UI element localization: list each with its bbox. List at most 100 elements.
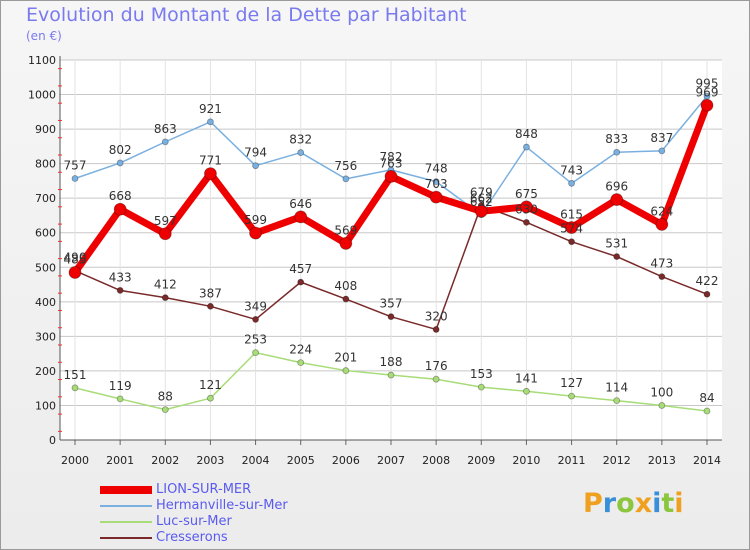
data-label: 153	[470, 367, 493, 381]
data-label: 615	[560, 208, 583, 222]
y-tick-label: 600	[35, 227, 56, 240]
data-label: 679	[470, 185, 493, 199]
data-point	[252, 162, 259, 170]
data-point	[610, 193, 624, 206]
data-label: 531	[605, 237, 628, 251]
data-label: 188	[380, 355, 403, 369]
data-label: 422	[696, 274, 719, 288]
data-point	[565, 221, 578, 234]
x-tick-label: 2004	[242, 454, 270, 467]
data-point	[342, 367, 350, 374]
data-label: 569	[334, 223, 357, 237]
data-label: 490	[64, 251, 87, 265]
data-label: 387	[199, 286, 222, 300]
data-label: 597	[154, 214, 177, 228]
legend: LION-SUR-MER Hermanville-sur-Mer Luc-sur…	[100, 482, 340, 546]
data-label: 782	[380, 150, 403, 164]
data-point	[655, 218, 669, 231]
data-label: 253	[244, 333, 267, 347]
data-label: 84	[699, 391, 714, 405]
data-point	[384, 170, 398, 183]
y-tick-label: 0	[49, 434, 56, 447]
data-point	[703, 407, 711, 415]
y-tick-label: 400	[35, 296, 56, 309]
logo-letter: o	[616, 488, 635, 519]
logo-letter: P	[583, 488, 603, 519]
logo-letter: x	[634, 488, 653, 519]
data-point	[703, 290, 711, 298]
data-label: 863	[154, 122, 177, 136]
legend-item-lion-sur-mer[interactable]: LION-SUR-MER	[100, 482, 340, 498]
proxiti-logo: Proxiti	[583, 488, 684, 519]
x-tick-label: 2009	[467, 454, 495, 467]
x-tick-label: 2010	[512, 454, 540, 467]
y-tick-label: 300	[35, 330, 56, 343]
data-point	[249, 226, 262, 240]
y-tick-label: 200	[35, 365, 56, 378]
data-label: 357	[380, 297, 403, 311]
data-point	[568, 392, 575, 400]
data-point	[477, 383, 485, 391]
y-tick-label: 900	[35, 123, 56, 136]
legend-item-cresserons[interactable]: Cresserons	[100, 530, 340, 546]
y-tick-label: 800	[35, 158, 56, 171]
data-label: 743	[560, 163, 583, 177]
data-label: 802	[109, 143, 132, 157]
data-label: 473	[650, 257, 673, 271]
data-label: 837	[650, 131, 673, 145]
data-label: 224	[289, 343, 312, 357]
data-point	[207, 118, 214, 126]
data-point	[342, 295, 350, 303]
data-point	[204, 167, 217, 181]
data-label: 832	[289, 133, 312, 147]
data-point	[342, 175, 350, 183]
data-point	[297, 149, 305, 156]
data-label: 757	[64, 158, 87, 172]
data-label: 176	[425, 359, 448, 373]
data-label: 668	[109, 189, 132, 203]
legend-item-hermanville-sur-mer[interactable]: Hermanville-sur-Mer	[100, 498, 340, 514]
data-label: 114	[605, 381, 628, 395]
data-point	[523, 387, 530, 395]
data-point	[116, 287, 124, 294]
x-tick-label: 2000	[61, 454, 89, 467]
y-tick-label: 500	[35, 261, 56, 274]
legend-swatch	[100, 521, 152, 523]
data-label: 320	[425, 309, 448, 323]
data-label: 201	[334, 351, 357, 365]
y-tick-label: 1100	[28, 54, 56, 67]
data-point	[294, 210, 308, 224]
x-tick-label: 2001	[106, 454, 134, 467]
data-point	[71, 384, 79, 392]
data-label: 349	[244, 299, 267, 313]
legend-label: Luc-sur-Mer	[156, 514, 232, 529]
data-point	[523, 143, 530, 151]
data-point	[658, 147, 666, 155]
data-point	[116, 159, 124, 167]
chart-title: Evolution du Montant de la Dette par Hab…	[26, 4, 467, 26]
data-label: 624	[650, 204, 673, 218]
data-label: 675	[515, 187, 538, 201]
data-label: 969	[696, 85, 719, 99]
x-tick-label: 2008	[422, 454, 450, 467]
data-point	[613, 253, 621, 260]
data-label: 141	[515, 371, 538, 385]
data-point	[71, 175, 79, 182]
data-point	[297, 278, 305, 286]
x-tick-label: 2006	[332, 454, 360, 467]
data-point	[474, 204, 488, 218]
data-label: 833	[605, 132, 628, 146]
data-label: 599	[244, 213, 267, 227]
legend-item-luc-sur-mer[interactable]: Luc-sur-Mer	[100, 514, 340, 530]
data-point	[68, 266, 82, 279]
data-point	[658, 273, 666, 281]
logo-letter: r	[602, 488, 617, 519]
data-label: 412	[154, 278, 177, 292]
data-label: 703	[425, 177, 448, 191]
data-point	[387, 313, 395, 321]
x-tick-label: 2005	[287, 454, 315, 467]
data-point	[297, 359, 305, 367]
data-label: 151	[64, 368, 87, 382]
data-label: 88	[158, 390, 173, 404]
y-tick-label: 100	[35, 399, 56, 412]
